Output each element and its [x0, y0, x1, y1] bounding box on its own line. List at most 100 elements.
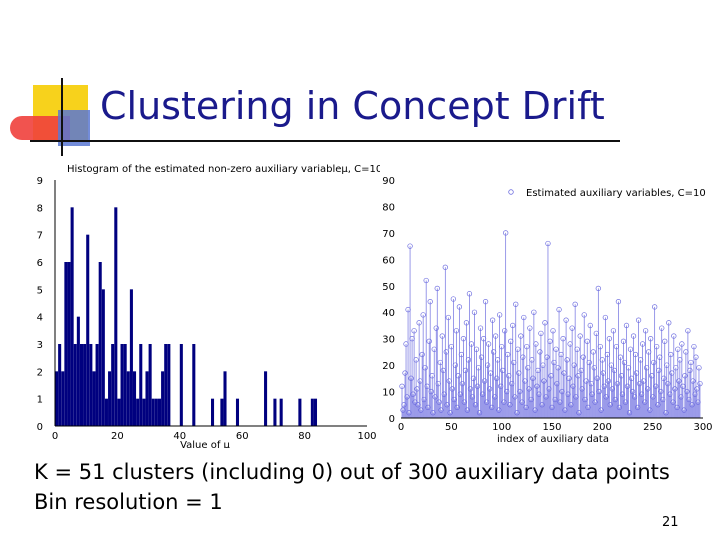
histogram-bar [92, 371, 96, 426]
stem-marker [474, 383, 481, 389]
histogram-bar [76, 316, 80, 426]
stem-marker [653, 383, 659, 389]
stem-marker [696, 365, 702, 371]
histogram-x-label: Value of μ [180, 440, 230, 448]
histogram-bar [79, 344, 84, 426]
histogram-bar [223, 371, 227, 426]
histogram-bar [98, 262, 102, 426]
stem-marker [433, 325, 439, 331]
stem-marker [467, 386, 474, 392]
histogram-bar [58, 344, 62, 426]
slide-title: Clustering in Concept Drift [100, 84, 605, 128]
stem-marker [676, 378, 682, 384]
stem-marker [484, 362, 491, 368]
histogram-bar [192, 344, 196, 426]
stem-marker [445, 314, 451, 321]
stem-marker [531, 309, 537, 315]
stem-marker [407, 243, 413, 249]
stem-marker [577, 333, 583, 339]
histogram-bar [313, 398, 318, 426]
histogram-bar [211, 398, 215, 426]
stem-marker [599, 357, 605, 363]
stem-marker [533, 341, 539, 347]
stem-marker [642, 328, 649, 334]
histogram-y-tick-label: 0 [37, 422, 43, 433]
histogram-y-tick-label: 5 [37, 285, 43, 296]
scatter-x-tick-label: 0 [398, 422, 404, 433]
scatter-x-tick-label: 200 [593, 422, 612, 433]
stem-marker [541, 378, 547, 384]
stem-marker [671, 333, 677, 339]
stem-marker [624, 383, 631, 389]
histogram-x-tick-label: 40 [173, 431, 186, 442]
stem-marker [413, 357, 419, 363]
scatter-y-tick-label: 20 [382, 361, 395, 372]
stem-marker [566, 375, 572, 381]
histogram-bar [179, 344, 183, 426]
stem-marker [492, 333, 499, 339]
deco-vertical-line [61, 78, 63, 156]
stem-marker [449, 386, 455, 392]
histogram-x-tick-label: 80 [298, 431, 311, 442]
stem-marker [654, 343, 660, 350]
stem-marker [635, 317, 642, 323]
stem-marker [687, 367, 693, 374]
stem-marker [410, 391, 416, 397]
stem-marker [460, 336, 467, 342]
stem-marker [419, 351, 425, 358]
stem-marker [515, 346, 521, 352]
histogram-bar [83, 344, 87, 426]
stem-marker [486, 386, 493, 392]
histogram-y-tick-label: 6 [37, 258, 43, 269]
stem-marker [597, 343, 603, 350]
stem-marker [610, 328, 617, 334]
stem-marker [518, 333, 524, 339]
stem-marker [547, 338, 553, 344]
stem-marker [682, 373, 688, 379]
scatter-x-tick-label: 250 [643, 422, 662, 433]
stem-marker [496, 312, 503, 318]
stem-marker [473, 346, 480, 352]
histogram-bar [164, 344, 168, 426]
histogram-x-tick-label: 0 [52, 431, 58, 442]
histogram-y-tick-label: 4 [37, 313, 43, 324]
histogram-chart: Histogram of the estimated non-zero auxi… [37, 164, 380, 448]
histogram-title: Histogram of the estimated non-zero auxi… [67, 164, 380, 175]
stem-marker [553, 346, 559, 352]
histogram-bar [114, 207, 118, 426]
stem-marker [623, 322, 630, 329]
scatter-x-tick-label: 50 [445, 422, 458, 433]
histogram-bar [95, 344, 99, 426]
stem-marker [632, 351, 639, 358]
stem-marker [462, 367, 469, 374]
stem-marker [545, 240, 551, 247]
stem-marker [470, 375, 477, 381]
histogram-bar [139, 344, 143, 426]
histogram-bar [157, 398, 162, 426]
stem-marker [659, 325, 665, 331]
scatter-y-tick-label: 50 [382, 282, 395, 293]
histogram-y-tick-label: 2 [37, 367, 43, 378]
stem-marker [614, 380, 621, 387]
histogram-bar [89, 344, 93, 426]
stem-marker [571, 362, 577, 368]
stem-marker [658, 388, 664, 395]
stem-marker [512, 394, 518, 400]
stem-marker [697, 380, 703, 387]
histogram-bar [120, 344, 124, 426]
stem-marker [661, 375, 667, 381]
stem-marker [526, 386, 532, 392]
title-rule [30, 140, 620, 142]
stem-marker [411, 328, 417, 334]
stem-marker [463, 320, 470, 326]
stem-marker [563, 317, 569, 323]
histogram-y-tick-label: 9 [37, 176, 43, 187]
histogram-bar [108, 371, 112, 426]
histogram-bar [148, 344, 152, 426]
stem-marker [620, 338, 627, 344]
stem-marker [586, 359, 592, 366]
legend-label: Estimated auxiliary variables, C=10 [526, 188, 706, 199]
scatter-y-tick-label: 90 [382, 176, 395, 187]
auxiliary-scatter-chart: 0 10 20 30 40 50 60 70 80 90 0 50 100 150 200 250 300 ind… [382, 176, 712, 445]
stem-marker [665, 380, 671, 387]
